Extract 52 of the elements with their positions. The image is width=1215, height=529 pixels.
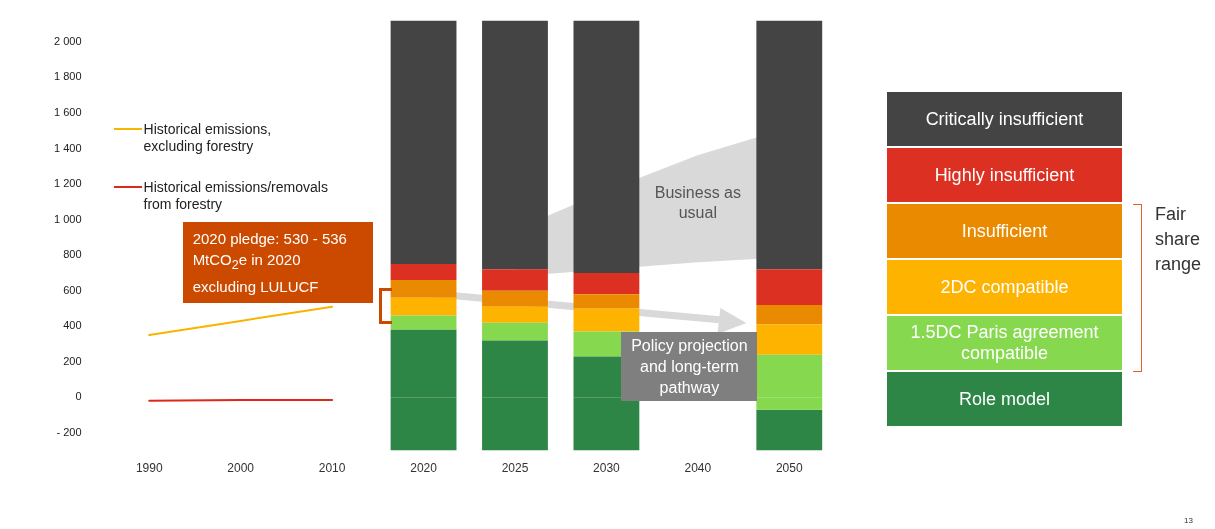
annotation: 2020 pledge: 530 - 536 MtCO$_{2}$e in 2020 excluding LULUCF: [182, 222, 373, 303]
bar: [573, 272, 640, 295]
x-tick-label: 2010: [318, 461, 346, 476]
y-tick-label: 800: [63, 248, 82, 261]
bar: [482, 306, 548, 323]
text: Insufficient: [887, 204, 1122, 258]
legend-label: Historical emissions/removals from forestry: [143, 178, 329, 213]
y-tick-label: 400: [63, 319, 82, 332]
y-tick-label: 200: [63, 354, 82, 367]
bar: [756, 20, 823, 270]
text: Critically insufficient: [887, 92, 1122, 146]
bar: [482, 269, 548, 291]
text: 2DC compatible: [887, 260, 1122, 314]
y-tick-label: 2 000: [54, 34, 82, 47]
text: 13: [1184, 516, 1193, 525]
y-tick-label: 1 800: [54, 70, 82, 83]
text: Fair share range: [1155, 203, 1203, 276]
bar: [390, 297, 457, 316]
bar: [390, 315, 457, 330]
bar: [573, 294, 640, 309]
bar: [390, 264, 457, 281]
bar: [756, 269, 823, 305]
x-tick-label: 2025: [501, 461, 529, 476]
bar: [390, 20, 457, 265]
annotation: Policy projection and long-term pathway: [621, 332, 758, 401]
x-tick-label: 1990: [135, 461, 163, 476]
x-tick-label: 2020: [410, 461, 438, 476]
text: 1.5DC Paris agreement compatible: [887, 316, 1122, 370]
bar: [756, 324, 823, 355]
text: Highly insufficient: [887, 148, 1122, 202]
bar: [573, 20, 640, 273]
y-tick-label: 1 000: [54, 212, 82, 225]
y-tick-label: 1 600: [54, 106, 82, 119]
bar: [573, 308, 640, 332]
x-tick-label: 2050: [775, 461, 803, 476]
y-tick-label: - 200: [56, 425, 82, 438]
x-tick-label: 2000: [227, 461, 255, 476]
text: Role model: [887, 372, 1122, 426]
x-tick-label: 2040: [684, 461, 712, 476]
legend-label: Historical emissions, excluding forestry: [143, 120, 273, 155]
annotation: Business as usual: [653, 183, 742, 223]
x-tick-label: 2030: [593, 461, 621, 476]
bar: [756, 409, 823, 451]
y-tick-label: 600: [63, 283, 82, 296]
bar: [390, 280, 457, 298]
bar: [482, 290, 548, 307]
bar: [482, 20, 548, 270]
y-tick-label: 0: [75, 390, 82, 403]
bar: [482, 322, 548, 341]
y-tick-label: 1 400: [54, 141, 82, 154]
y-tick-label: 1 200: [54, 177, 82, 190]
bar: [756, 304, 823, 325]
